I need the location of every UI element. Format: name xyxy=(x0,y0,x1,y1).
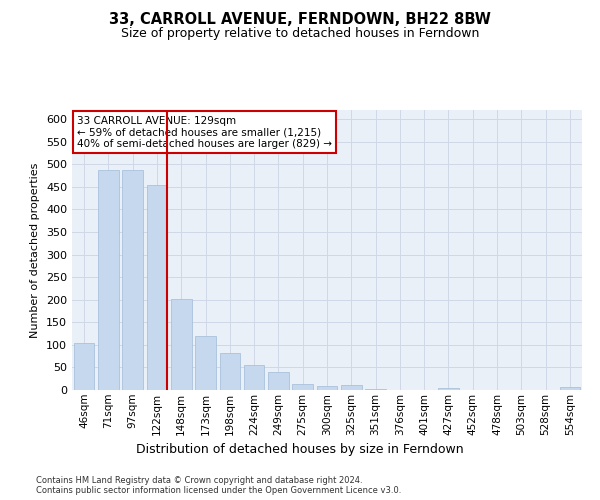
Bar xyxy=(220,353,240,390)
Bar xyxy=(244,365,265,390)
Bar xyxy=(292,384,313,390)
Bar xyxy=(438,388,459,390)
Bar xyxy=(195,336,216,390)
Bar xyxy=(171,299,191,390)
Text: Contains HM Land Registry data © Crown copyright and database right 2024.
Contai: Contains HM Land Registry data © Crown c… xyxy=(36,476,401,495)
Bar xyxy=(560,388,580,390)
Y-axis label: Number of detached properties: Number of detached properties xyxy=(31,162,40,338)
Bar xyxy=(98,170,119,390)
Bar xyxy=(268,372,289,390)
Bar xyxy=(341,386,362,390)
Bar xyxy=(122,170,143,390)
Text: Distribution of detached houses by size in Ferndown: Distribution of detached houses by size … xyxy=(136,442,464,456)
Bar xyxy=(74,342,94,390)
Bar xyxy=(365,388,386,390)
Text: 33, CARROLL AVENUE, FERNDOWN, BH22 8BW: 33, CARROLL AVENUE, FERNDOWN, BH22 8BW xyxy=(109,12,491,28)
Text: 33 CARROLL AVENUE: 129sqm
← 59% of detached houses are smaller (1,215)
40% of se: 33 CARROLL AVENUE: 129sqm ← 59% of detac… xyxy=(77,116,332,149)
Text: Size of property relative to detached houses in Ferndown: Size of property relative to detached ho… xyxy=(121,28,479,40)
Bar xyxy=(146,186,167,390)
Bar xyxy=(317,386,337,390)
